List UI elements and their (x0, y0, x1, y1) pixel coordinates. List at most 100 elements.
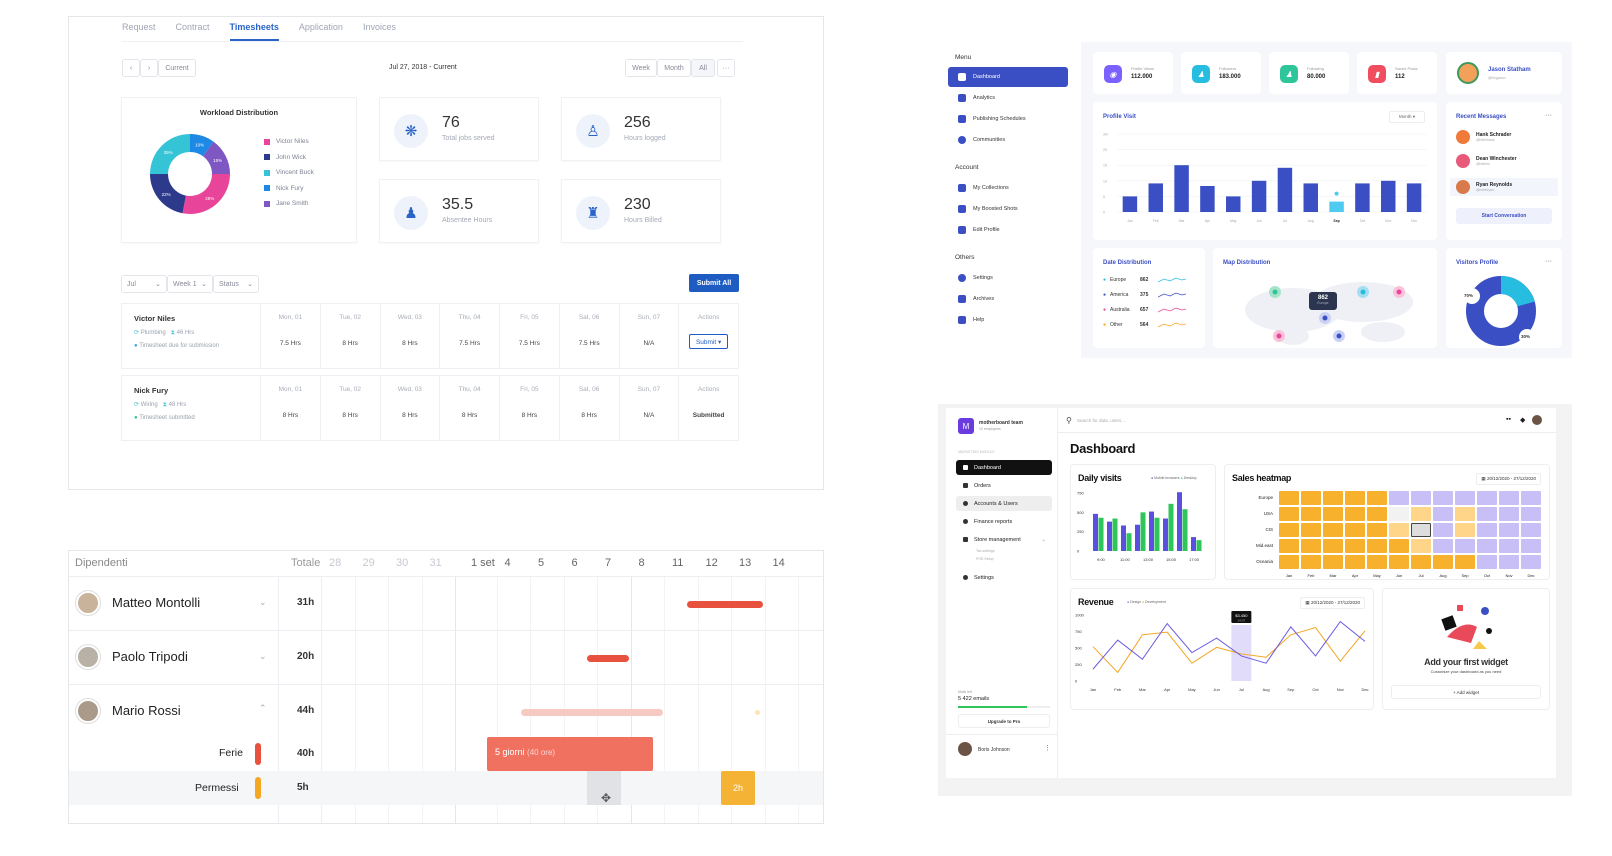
heatmap-cell[interactable] (1279, 539, 1299, 553)
heatmap-cell[interactable] (1521, 555, 1541, 569)
heatmap-cell[interactable] (1477, 555, 1497, 569)
heatmap-cell[interactable] (1499, 507, 1519, 521)
nav-dashboard[interactable]: Dashboard (956, 460, 1052, 475)
heatmap-cell[interactable] (1411, 523, 1431, 537)
gantt-row[interactable]: Mario Rossi ⌃ 44h (69, 685, 823, 737)
heatmap-cell[interactable] (1521, 539, 1541, 553)
heatmap-cell[interactable] (1301, 555, 1321, 569)
tab-request[interactable]: Request (122, 22, 156, 32)
sidebar-item-analytics[interactable]: Analytics (948, 88, 1068, 108)
heatmap-cell[interactable] (1521, 507, 1541, 521)
heatmap-cell[interactable] (1499, 523, 1519, 537)
add-widget-button[interactable]: + Add widget (1391, 685, 1541, 699)
view-month[interactable]: Month (657, 59, 691, 77)
drag-target[interactable] (587, 771, 621, 805)
permit-block[interactable]: 2h (721, 771, 755, 805)
heatmap-cell[interactable] (1477, 523, 1497, 537)
heatmap-cell[interactable] (1301, 539, 1321, 553)
apps-icon[interactable]: ▪▪ (1506, 416, 1511, 423)
heatmap-cell[interactable] (1477, 539, 1497, 553)
revenue-date-range[interactable]: ▦ 20/12/2020 - 27/12/2020 (1300, 597, 1365, 609)
sidebar-item-help[interactable]: Help (948, 310, 1068, 330)
heatmap-cell[interactable] (1455, 555, 1475, 569)
heatmap-cell[interactable] (1411, 539, 1431, 553)
tab-contract[interactable]: Contract (175, 22, 210, 32)
sidebar-item-dashboard[interactable]: Dashboard (948, 67, 1068, 87)
sidebar-item-settings[interactable]: Settings (948, 268, 1068, 288)
view-week[interactable]: Week (625, 59, 657, 77)
message-item[interactable]: Dean Winchester @hideen (1456, 154, 1517, 168)
heatmap-cell[interactable] (1323, 507, 1343, 521)
heatmap-cell[interactable] (1367, 539, 1387, 553)
heatmap-cell[interactable] (1455, 539, 1475, 553)
heatmap-cell[interactable] (1477, 507, 1497, 521)
more-icon[interactable]: ··· (717, 59, 735, 77)
current-button[interactable]: Current (158, 59, 196, 77)
heatmap-cell[interactable] (1433, 555, 1453, 569)
submit-dropdown-button[interactable]: Submit ▾ (689, 334, 728, 349)
heatmap-cell[interactable] (1521, 491, 1541, 505)
period-dropdown[interactable]: Month ▾ (1389, 111, 1425, 123)
heatmap-cell[interactable] (1345, 507, 1365, 521)
heatmap-cell[interactable] (1455, 491, 1475, 505)
heatmap-cell[interactable] (1499, 539, 1519, 553)
nav-accounts[interactable]: Accounts & Users (956, 496, 1052, 511)
tab-invoices[interactable]: Invoices (362, 22, 396, 32)
tab-application[interactable]: Application (298, 22, 343, 32)
gantt-row[interactable]: Matteo Montolli ⌄ 31h (69, 577, 823, 631)
heatmap-cell[interactable] (1411, 491, 1431, 505)
sidebar-item-schedules[interactable]: Publishing Schedules (948, 109, 1068, 129)
heatmap-cell[interactable] (1499, 555, 1519, 569)
heatmap-cell[interactable] (1367, 491, 1387, 505)
heatmap-cell[interactable] (1455, 523, 1475, 537)
heatmap-cell[interactable] (1477, 491, 1497, 505)
heatmap-cell[interactable] (1389, 539, 1409, 553)
sidebar-item-archives[interactable]: Archives (948, 289, 1068, 309)
heatmap-cell[interactable] (1411, 555, 1431, 569)
heatmap-cell[interactable] (1279, 523, 1299, 537)
heatmap-cell[interactable] (1389, 523, 1409, 537)
month-filter[interactable]: Jul ⌄ (121, 275, 167, 293)
profile-card[interactable]: Jason Statham @heyjason (1446, 52, 1562, 94)
sidebar-item-communities[interactable]: Communities (948, 130, 1068, 150)
nav-orders[interactable]: Orders (956, 478, 1052, 493)
heatmap-cell[interactable] (1345, 523, 1365, 537)
gantt-row[interactable]: Paolo Tripodi ⌄ 20h (69, 631, 823, 685)
heatmap-cell[interactable] (1301, 491, 1321, 505)
heatmap-date-range[interactable]: ▦ 20/12/2020 - 27/12/2020 (1476, 473, 1541, 485)
message-item[interactable]: Ryan Reynolds @meetryan (1450, 178, 1558, 196)
heatmap-cell[interactable] (1389, 507, 1409, 521)
heatmap-cell[interactable] (1323, 539, 1343, 553)
sidebar-item-edit-profile[interactable]: Edit Profile (948, 220, 1068, 240)
heatmap-cell[interactable] (1389, 491, 1409, 505)
heatmap-cell[interactable] (1323, 523, 1343, 537)
heatmap-cell[interactable] (1367, 555, 1387, 569)
heatmap-cell[interactable] (1279, 507, 1299, 521)
prev-arrow-icon[interactable]: ‹ (122, 59, 140, 77)
heatmap-cell[interactable] (1521, 523, 1541, 537)
view-all[interactable]: All (691, 59, 715, 77)
heatmap-cell[interactable] (1367, 523, 1387, 537)
heatmap-cell[interactable] (1411, 507, 1431, 521)
heatmap-cell[interactable] (1279, 555, 1299, 569)
nav-store[interactable]: Store management ⌄ (956, 532, 1052, 547)
upgrade-button[interactable]: Upgrade to Pro (958, 714, 1050, 728)
more-vertical-icon[interactable]: ⋮ (1044, 745, 1051, 752)
subnav-tax[interactable]: Tax settings (976, 549, 995, 553)
next-arrow-icon[interactable]: › (140, 59, 158, 77)
gantt-subrow[interactable]: Permessi 5h ✥ 2h (69, 771, 823, 805)
heatmap-cell[interactable] (1389, 555, 1409, 569)
heatmap-cell[interactable] (1345, 555, 1365, 569)
heatmap-cell[interactable] (1433, 523, 1453, 537)
sidebar-item-boosted[interactable]: My Boosted Shots (948, 199, 1068, 219)
nav-settings[interactable]: Settings (956, 570, 1052, 585)
heatmap-cell[interactable] (1323, 491, 1343, 505)
heatmap-cell[interactable] (1367, 507, 1387, 521)
heatmap-cell[interactable] (1499, 491, 1519, 505)
week-filter[interactable]: Week 1 ⌄ (167, 275, 213, 293)
heatmap-cell[interactable] (1345, 539, 1365, 553)
avatar[interactable] (1532, 415, 1542, 425)
more-icon[interactable]: ··· (1545, 258, 1552, 265)
heatmap-cell[interactable] (1433, 507, 1453, 521)
heatmap-cell[interactable] (1301, 507, 1321, 521)
